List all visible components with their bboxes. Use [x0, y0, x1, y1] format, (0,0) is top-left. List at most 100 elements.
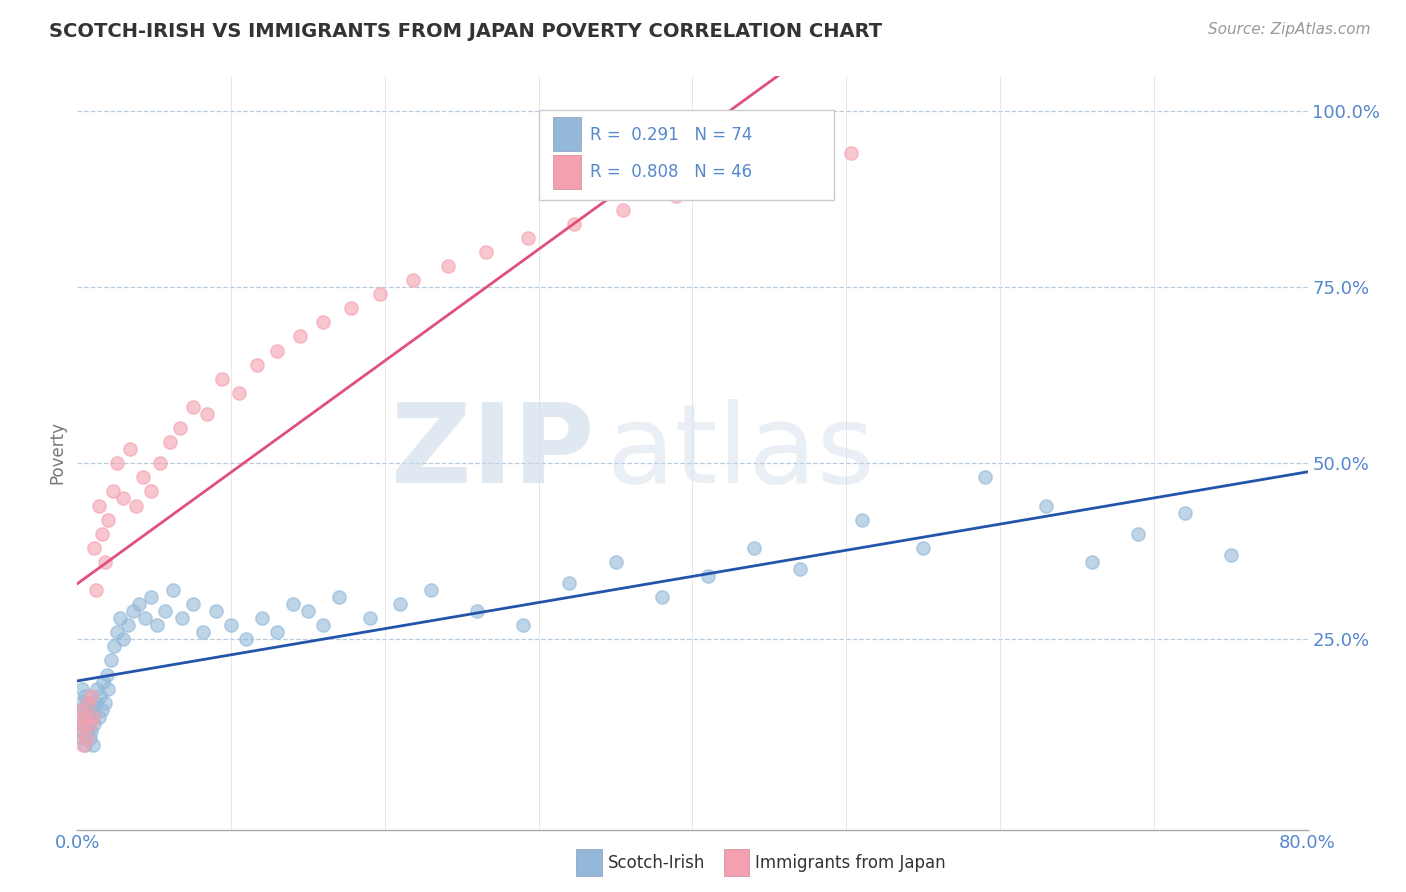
Bar [554, 117, 581, 151]
Point [93, 674, 115, 689]
Point [72, 738, 94, 752]
Point [70, 717, 93, 731]
Point [77, 696, 100, 710]
Point [651, 590, 673, 604]
Point [664, 188, 686, 202]
Point [90, 526, 114, 541]
Point [84, 696, 107, 710]
Point [79, 717, 101, 731]
Point [86, 681, 108, 696]
Point [170, 611, 193, 625]
Point [79, 703, 101, 717]
Point [94, 696, 117, 710]
Point [465, 604, 488, 618]
Point [340, 301, 363, 316]
Point [84, 582, 107, 597]
Point [80, 689, 103, 703]
Bar [554, 155, 581, 189]
Point [134, 611, 156, 625]
Text: Immigrants from Japan: Immigrants from Japan [755, 854, 946, 871]
Point [83, 703, 105, 717]
Point [70, 717, 93, 731]
Point [193, 625, 215, 640]
Point [789, 562, 811, 576]
Point [97, 681, 120, 696]
Y-axis label: Poverty: Poverty [48, 421, 66, 484]
Point [250, 611, 273, 625]
Point [89, 689, 111, 703]
Point [105, 456, 128, 470]
Point [79, 731, 101, 745]
Point [117, 618, 139, 632]
Point [973, 470, 995, 484]
Point [76, 696, 98, 710]
Point [1081, 555, 1104, 569]
Point [141, 590, 163, 604]
Point [76, 731, 98, 745]
Text: SCOTCH-IRISH VS IMMIGRANTS FROM JAPAN POVERTY CORRELATION CHART: SCOTCH-IRISH VS IMMIGRANTS FROM JAPAN PO… [49, 22, 883, 41]
Point [389, 597, 412, 611]
Point [69, 696, 91, 710]
Text: R =  0.808   N = 46: R = 0.808 N = 46 [591, 163, 752, 181]
Point [162, 582, 184, 597]
Point [77, 710, 100, 724]
Point [83, 717, 105, 731]
Point [100, 653, 122, 667]
Point [195, 407, 218, 421]
Point [778, 161, 800, 175]
Point [1219, 548, 1241, 562]
Point [87, 499, 110, 513]
Point [475, 244, 498, 259]
Point [141, 484, 163, 499]
Point [94, 555, 117, 569]
Point [146, 618, 169, 632]
Point [359, 611, 381, 625]
Point [153, 604, 176, 618]
Point [83, 541, 105, 555]
Point [312, 618, 335, 632]
Point [103, 640, 125, 654]
Point [1128, 526, 1150, 541]
Point [235, 632, 257, 647]
Point [132, 470, 155, 484]
Point [297, 604, 319, 618]
Point [516, 231, 538, 245]
Point [69, 723, 91, 738]
Point [312, 315, 335, 329]
Point [290, 329, 312, 343]
Point [266, 343, 288, 358]
Text: Scotch-Irish: Scotch-Irish [607, 854, 704, 871]
Point [76, 723, 98, 738]
Point [149, 456, 172, 470]
Point [125, 499, 148, 513]
Point [851, 513, 873, 527]
Point [558, 576, 581, 591]
Text: Source: ZipAtlas.com: Source: ZipAtlas.com [1208, 22, 1371, 37]
Point [67, 723, 90, 738]
Point [72, 731, 94, 745]
Point [87, 710, 110, 724]
Point [266, 625, 288, 640]
Point [82, 738, 104, 752]
Point [82, 710, 104, 724]
Point [912, 541, 935, 555]
Point [110, 611, 132, 625]
Point [118, 442, 141, 457]
Point [67, 710, 90, 724]
Point [605, 555, 627, 569]
Point [1035, 499, 1057, 513]
Point [720, 174, 742, 188]
Point [72, 703, 94, 717]
Point [401, 273, 423, 287]
Point [1174, 506, 1197, 520]
Point [562, 217, 585, 231]
Bar [538, 110, 834, 200]
Point [246, 358, 269, 372]
Point [69, 703, 91, 717]
Point [105, 625, 128, 640]
Point [112, 632, 135, 647]
Point [696, 569, 718, 583]
Point [97, 513, 120, 527]
Point [159, 435, 181, 450]
Point [211, 372, 233, 386]
